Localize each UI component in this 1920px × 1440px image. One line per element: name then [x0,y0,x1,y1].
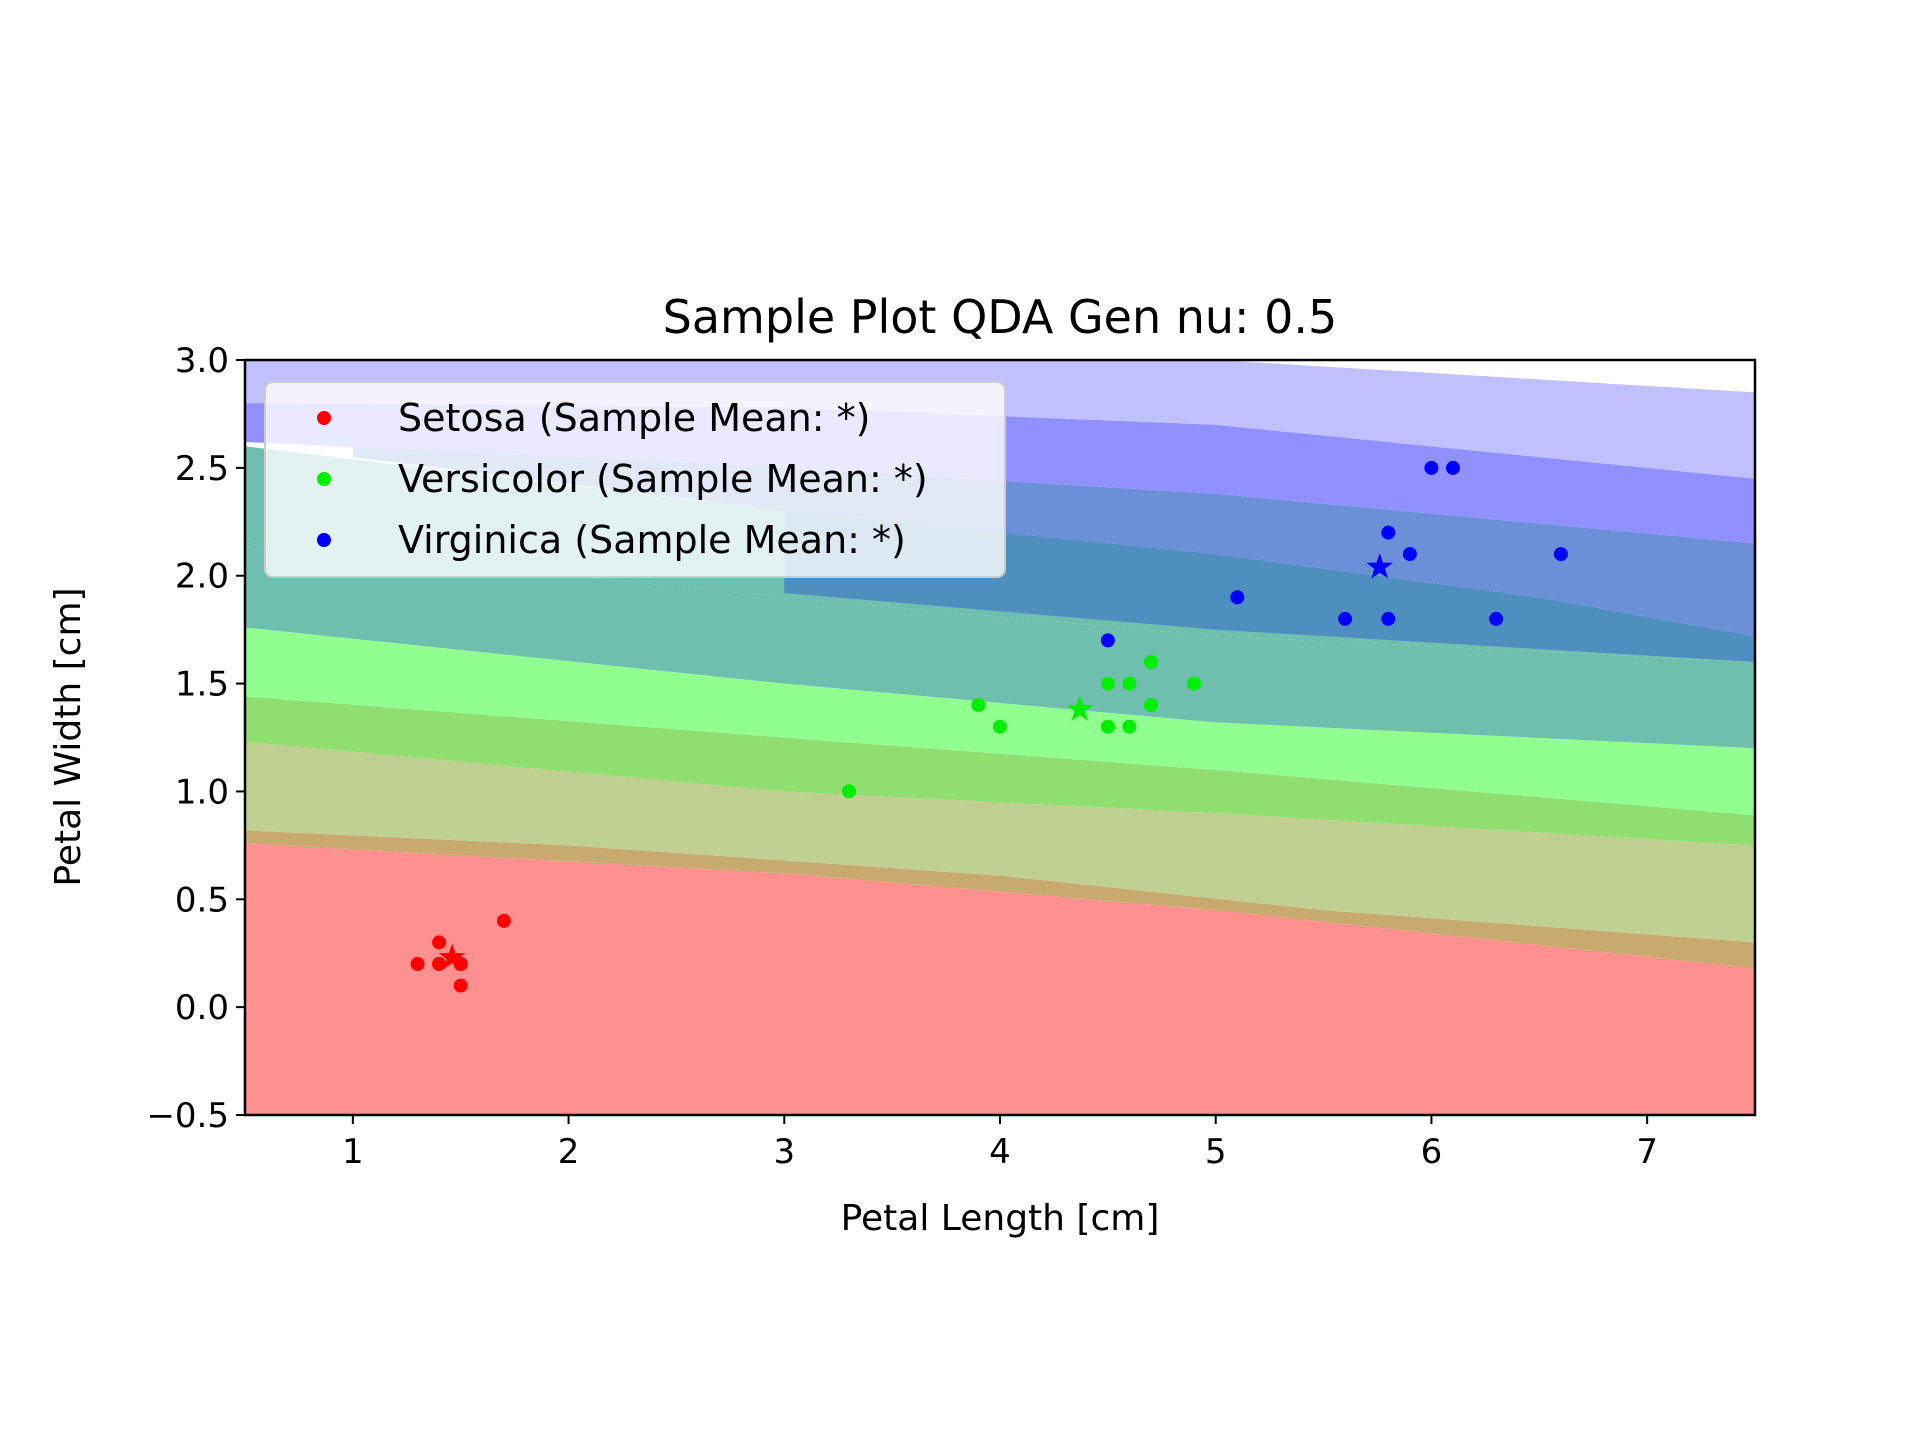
point-virginica [1424,460,1439,475]
x-tick-label: 3 [773,1132,795,1172]
point-versicolor [1100,719,1115,734]
point-setosa [432,935,447,950]
chart-title: Sample Plot QDA Gen nu: 0.5 [663,290,1338,344]
x-tick-label: 6 [1421,1132,1443,1172]
point-setosa [453,978,468,993]
point-virginica [1381,525,1396,540]
point-virginica [1338,611,1353,626]
region-versicolor-3 [245,741,1755,943]
x-tick-label: 2 [558,1132,580,1172]
y-tick-label: 2.0 [175,557,229,597]
x-tick-label: 1 [342,1132,364,1172]
region-overlap-6 [245,543,1755,749]
point-virginica [1489,611,1504,626]
legend-marker-setosa [317,411,331,425]
x-axis-label: Petal Length [cm] [841,1198,1160,1239]
y-tick-label: −0.5 [146,1096,229,1136]
x-tick-label: 7 [1636,1132,1658,1172]
mean-marker-setosa [438,943,466,969]
region-setosa-0 [245,843,1755,1115]
point-virginica [1230,590,1245,605]
mean-marker-virginica [1366,553,1393,579]
point-versicolor [993,719,1007,734]
legend: Setosa (Sample Mean: *) Versicolor (Samp… [264,381,1006,578]
point-versicolor [1144,698,1158,713]
y-tick-label: 0.0 [175,988,229,1028]
point-versicolor [1187,676,1202,691]
y-axis: −0.5 0.0 0.5 1.0 1.5 2.0 2.5 3.0 [146,341,245,1136]
point-setosa [496,913,511,928]
legend-label-virginica: Virginica (Sample Mean: *) [398,518,906,562]
point-virginica [1553,547,1568,562]
point-versicolor [1100,676,1115,691]
mean-marker-versicolor [1066,695,1094,721]
legend-marker-virginica [317,533,331,547]
x-tick-label: 5 [1205,1132,1227,1172]
region-virginica-8 [784,511,1755,662]
point-versicolor [971,698,986,713]
x-axis: 1 2 3 4 5 6 7 [342,1115,1658,1172]
point-versicolor [1122,719,1137,734]
point-virginica [1402,547,1417,562]
legend-label-setosa: Setosa (Sample Mean: *) [398,396,870,440]
data-points [410,460,1568,993]
point-versicolor [842,784,856,799]
legend-marker-versicolor [317,472,331,486]
point-versicolor [1122,676,1137,691]
y-tick-label: 1.0 [175,772,229,812]
region-versicolor-4 [245,696,1755,846]
point-setosa [432,957,447,971]
point-virginica [1446,460,1460,475]
y-axis-label: Petal Width [cm] [48,587,89,886]
y-tick-label: 0.5 [175,880,229,920]
y-tick-label: 3.0 [175,341,229,381]
legend-label-versicolor: Versicolor (Sample Mean: *) [398,457,928,501]
y-tick-label: 1.5 [175,665,229,705]
point-virginica [1381,611,1396,626]
point-virginica [1100,633,1115,648]
point-setosa [410,957,425,971]
region-overlap-2 [245,830,1755,969]
legend-box [264,381,1006,578]
point-versicolor [1144,655,1158,669]
x-tick-label: 4 [989,1132,1011,1172]
y-tick-label: 2.5 [175,449,229,489]
